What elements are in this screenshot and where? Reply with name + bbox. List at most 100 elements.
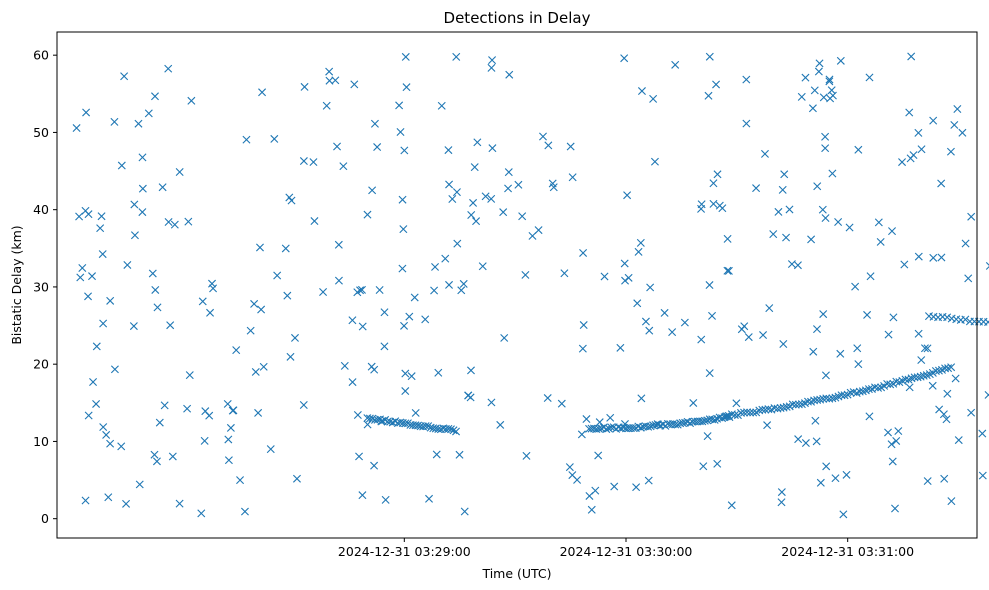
- plot-frame: [56, 31, 978, 539]
- data-point: [548, 179, 557, 188]
- data-point: [459, 279, 468, 288]
- data-point: [777, 488, 786, 497]
- data-point: [102, 430, 111, 439]
- data-point: [814, 67, 823, 76]
- data-point: [810, 86, 819, 95]
- data-point: [595, 418, 604, 427]
- plot-area: [72, 52, 989, 519]
- data-point: [629, 424, 638, 433]
- data-point: [698, 417, 707, 426]
- data-point: [761, 405, 770, 414]
- data-point: [842, 470, 851, 479]
- y-tick-label: 50: [33, 125, 49, 140]
- data-point: [732, 399, 741, 408]
- data-point: [678, 418, 687, 427]
- data-point: [891, 504, 899, 513]
- data-point: [198, 297, 207, 306]
- data-point: [405, 312, 414, 321]
- data-point: [914, 329, 923, 338]
- data-point: [283, 291, 292, 300]
- data-point: [99, 423, 108, 432]
- data-point: [821, 371, 830, 380]
- data-point: [565, 463, 574, 472]
- y-tick-label: 0: [41, 511, 49, 526]
- data-point: [898, 158, 907, 167]
- data-point: [577, 430, 586, 439]
- data-point: [700, 416, 709, 425]
- data-point: [794, 435, 803, 444]
- data-point: [914, 128, 923, 137]
- data-point: [723, 266, 732, 275]
- data-point: [325, 67, 334, 76]
- data-point: [831, 474, 840, 483]
- data-point: [466, 366, 475, 375]
- data-point: [777, 498, 786, 507]
- data-point: [730, 410, 739, 419]
- data-point: [671, 60, 680, 69]
- data-point: [822, 394, 831, 403]
- data-point: [449, 426, 458, 435]
- data-point: [148, 269, 157, 278]
- data-point: [401, 419, 410, 428]
- data-point: [636, 238, 645, 247]
- data-point: [286, 352, 295, 361]
- data-point: [686, 419, 695, 428]
- data-point: [703, 416, 712, 425]
- data-point: [138, 208, 147, 217]
- data-point: [794, 400, 803, 409]
- data-point: [919, 371, 928, 380]
- data-point: [300, 82, 309, 91]
- data-point: [81, 206, 90, 215]
- data-point: [437, 101, 446, 110]
- data-point: [254, 408, 263, 417]
- data-point: [183, 404, 192, 413]
- data-point: [285, 193, 294, 202]
- x-tick-label: 2024-12-31 03:30:00: [560, 544, 693, 559]
- data-point: [876, 237, 885, 246]
- data-point: [472, 217, 481, 226]
- data-point: [785, 205, 794, 214]
- data-point: [845, 223, 854, 232]
- data-point: [185, 371, 194, 380]
- data-point: [453, 239, 462, 248]
- data-point: [566, 142, 575, 151]
- data-point: [884, 330, 893, 339]
- data-point: [929, 253, 938, 262]
- data-point: [812, 437, 821, 446]
- data-point: [705, 369, 714, 378]
- data-point: [370, 461, 379, 470]
- data-point: [953, 105, 962, 113]
- data-point: [99, 319, 108, 328]
- data-point: [164, 217, 173, 226]
- data-point: [858, 387, 867, 396]
- data-point: [98, 250, 107, 259]
- data-point: [727, 501, 736, 510]
- data-point: [621, 276, 630, 285]
- data-point: [466, 393, 475, 402]
- data-point: [722, 412, 731, 421]
- data-point: [863, 310, 872, 319]
- data-point: [522, 451, 531, 460]
- data-point: [117, 161, 126, 170]
- data-point: [944, 364, 953, 373]
- data-point: [763, 421, 772, 430]
- data-point: [78, 264, 87, 272]
- data-point: [828, 169, 837, 178]
- data-point: [445, 280, 454, 289]
- data-point: [81, 496, 90, 505]
- data-point: [704, 91, 713, 100]
- data-point: [967, 408, 976, 417]
- data-point: [150, 450, 159, 459]
- data-point: [646, 422, 655, 431]
- data-point: [742, 119, 751, 128]
- data-point: [939, 410, 948, 419]
- data-point: [92, 399, 101, 408]
- data-point: [964, 274, 973, 283]
- data-point: [452, 52, 461, 61]
- data-point: [401, 369, 410, 378]
- data-point: [864, 385, 873, 394]
- data-point: [363, 420, 372, 429]
- data-point: [709, 179, 718, 188]
- data-point: [184, 217, 193, 226]
- data-point: [697, 335, 706, 344]
